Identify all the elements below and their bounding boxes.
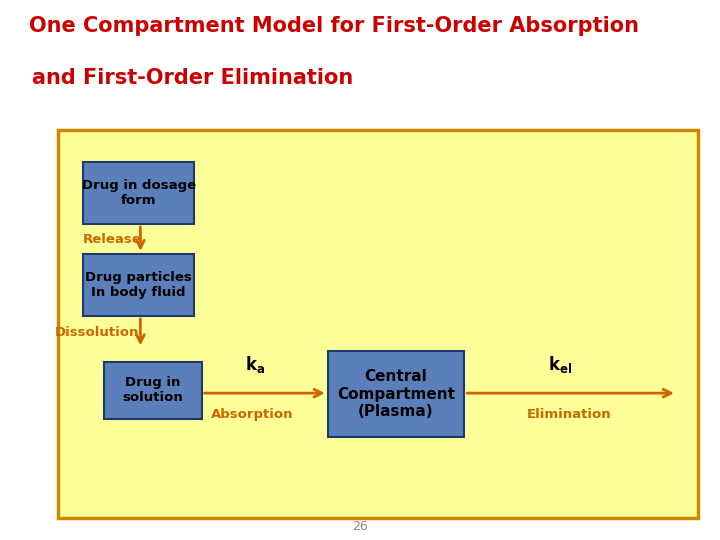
Text: $\mathbf{k}_\mathbf{el}$: $\mathbf{k}_\mathbf{el}$ — [548, 354, 572, 375]
FancyBboxPatch shape — [104, 362, 202, 418]
Text: $\mathbf{k}_\mathbf{a}$: $\mathbf{k}_\mathbf{a}$ — [246, 354, 266, 375]
Text: Drug particles
In body fluid: Drug particles In body fluid — [85, 271, 192, 299]
Text: Absorption: Absorption — [211, 408, 293, 421]
FancyBboxPatch shape — [328, 351, 464, 437]
Text: Dissolution: Dissolution — [55, 326, 139, 339]
Text: Central
Compartment
(Plasma): Central Compartment (Plasma) — [337, 369, 455, 419]
Text: One Compartment Model for First-Order Absorption: One Compartment Model for First-Order Ab… — [29, 16, 639, 36]
Text: Release: Release — [83, 233, 142, 246]
Text: 26: 26 — [352, 520, 368, 533]
Text: Drug in dosage
form: Drug in dosage form — [81, 179, 196, 207]
Text: Elimination: Elimination — [526, 408, 611, 421]
FancyBboxPatch shape — [83, 254, 194, 316]
Text: Drug in
solution: Drug in solution — [122, 376, 184, 404]
FancyBboxPatch shape — [58, 130, 698, 518]
FancyBboxPatch shape — [83, 162, 194, 224]
Text: and First-Order Elimination: and First-Order Elimination — [32, 68, 354, 87]
